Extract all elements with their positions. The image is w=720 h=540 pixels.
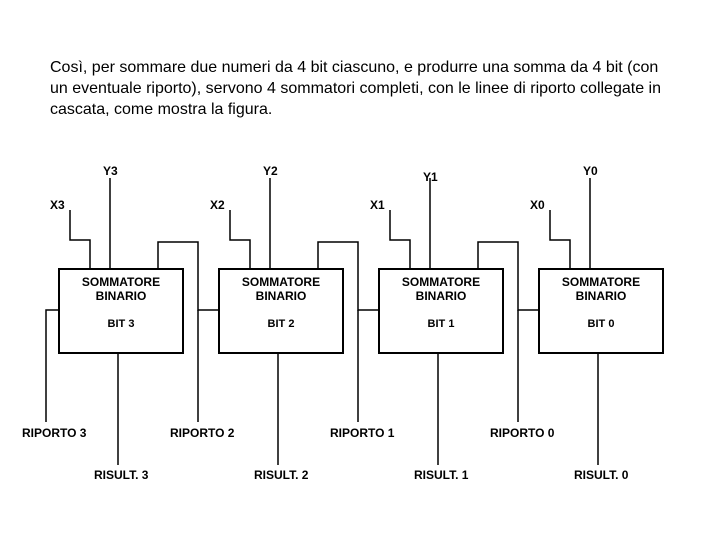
y2-label: Y2 — [263, 164, 278, 178]
block-main-0: SOMMATOREBINARIO — [540, 270, 662, 304]
risult-3: RISULT. 3 — [94, 468, 148, 482]
x2-label: X2 — [210, 198, 225, 212]
caption-text: Così, per sommare due numeri da 4 bit ci… — [50, 58, 670, 120]
adder-block-2: SOMMATOREBINARIO BIT 2 — [218, 268, 344, 354]
block-main-2: SOMMATOREBINARIO — [220, 270, 342, 304]
block-sub-1: BIT 1 — [380, 318, 502, 330]
adder-block-1: SOMMATOREBINARIO BIT 1 — [378, 268, 504, 354]
y1-label: Y1 — [423, 170, 438, 184]
adder-diagram: Y3 X3 SOMMATOREBINARIO BIT 3 RIPORTO 3 R… — [40, 160, 680, 510]
block-main-1: SOMMATOREBINARIO — [380, 270, 502, 304]
x3-label: X3 — [50, 198, 65, 212]
risult-1: RISULT. 1 — [414, 468, 468, 482]
block-sub-0: BIT 0 — [540, 318, 662, 330]
block-main-3: SOMMATOREBINARIO — [60, 270, 182, 304]
risult-2: RISULT. 2 — [254, 468, 308, 482]
block-sub-2: BIT 2 — [220, 318, 342, 330]
riporto-1: RIPORTO 1 — [330, 426, 394, 440]
adder-block-0: SOMMATOREBINARIO BIT 0 — [538, 268, 664, 354]
riporto-3: RIPORTO 3 — [22, 426, 86, 440]
x0-label: X0 — [530, 198, 545, 212]
risult-0: RISULT. 0 — [574, 468, 628, 482]
x1-label: X1 — [370, 198, 385, 212]
block-sub-3: BIT 3 — [60, 318, 182, 330]
riporto-0: RIPORTO 0 — [490, 426, 554, 440]
y3-label: Y3 — [103, 164, 118, 178]
y0-label: Y0 — [583, 164, 598, 178]
riporto-2: RIPORTO 2 — [170, 426, 234, 440]
adder-block-3: SOMMATOREBINARIO BIT 3 — [58, 268, 184, 354]
